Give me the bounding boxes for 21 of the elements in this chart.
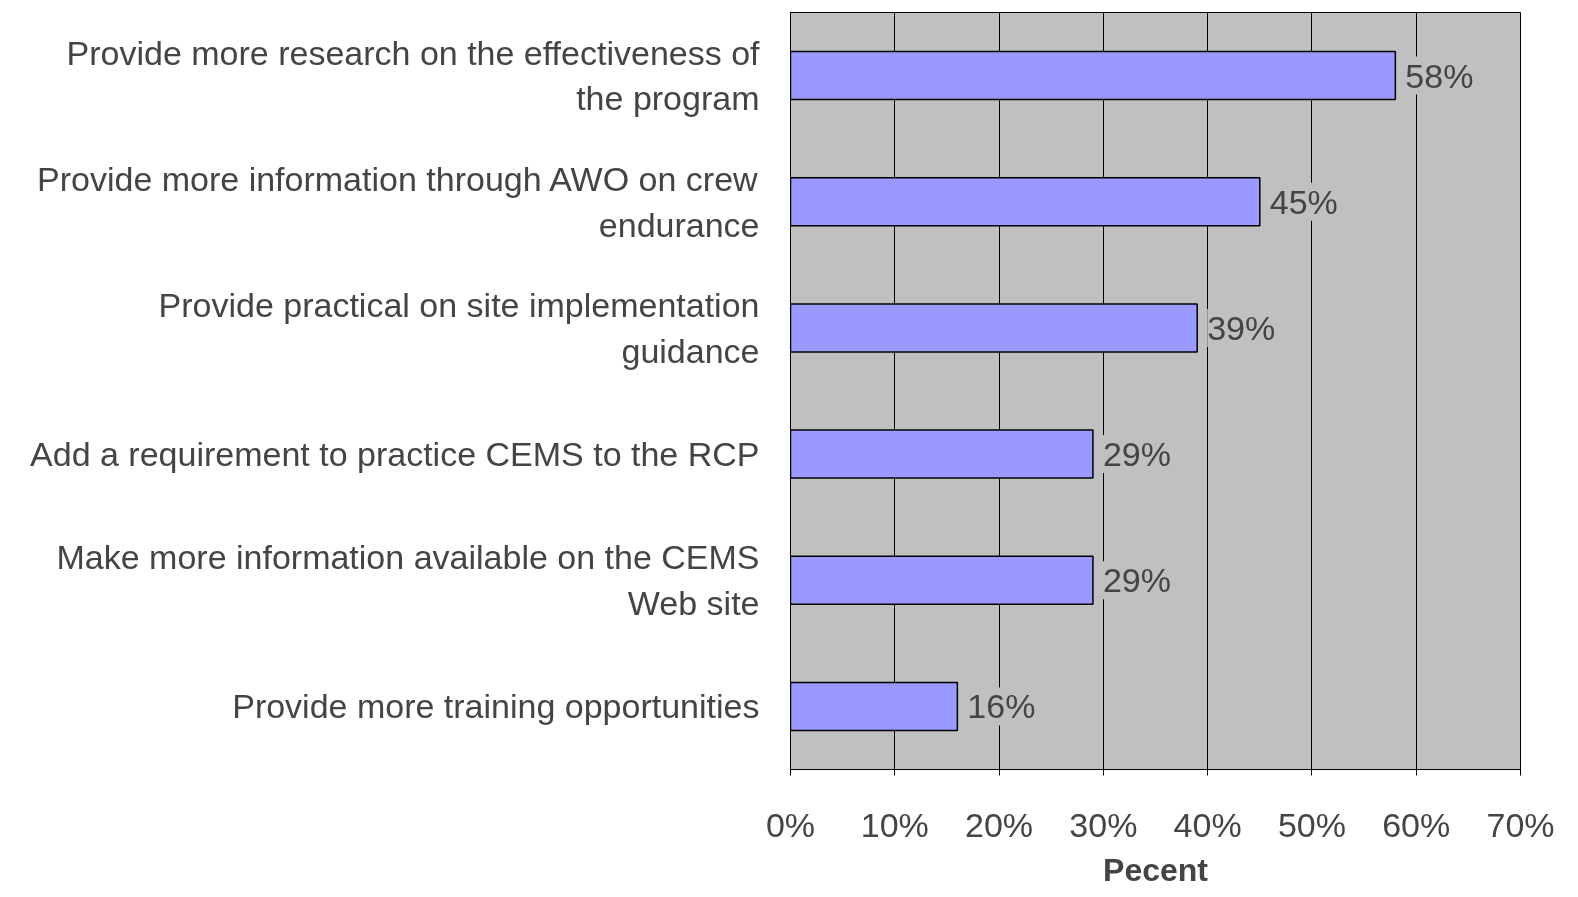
y-tick-label: Provide more research on the effectiveness of the program <box>66 33 761 118</box>
x-axis-title: Pecent <box>1103 851 1209 888</box>
data-label: 29% <box>1102 435 1171 474</box>
data-label: 39% <box>1207 308 1276 347</box>
x-tick-label: 20% <box>965 805 1034 844</box>
x-tick-label: 70% <box>1486 805 1555 844</box>
y-tick-label: Provide more information through AWO on crew endurance <box>37 159 760 244</box>
x-tick-label: 10% <box>860 805 929 844</box>
x-tick-label: 50% <box>1277 805 1346 844</box>
data-label: 29% <box>1102 561 1171 600</box>
data-label: 58% <box>1405 56 1474 95</box>
y-tick-label: Provide more training opportunities <box>232 687 760 726</box>
y-tick-label: Make more information available on the CEMS Web site <box>56 538 760 623</box>
data-label: 16% <box>967 687 1036 726</box>
x-tick-label: 60% <box>1382 805 1451 844</box>
y-tick-label: Add a requirement to practice CEMS to the RCP <box>30 435 760 474</box>
x-tick-label: 0% <box>765 805 816 844</box>
y-tick-label: Provide practical on site implementation guidance <box>158 286 760 370</box>
data-label: 45% <box>1269 182 1338 221</box>
x-tick-label: 40% <box>1173 805 1242 844</box>
x-tick-label: 30% <box>1069 805 1138 844</box>
